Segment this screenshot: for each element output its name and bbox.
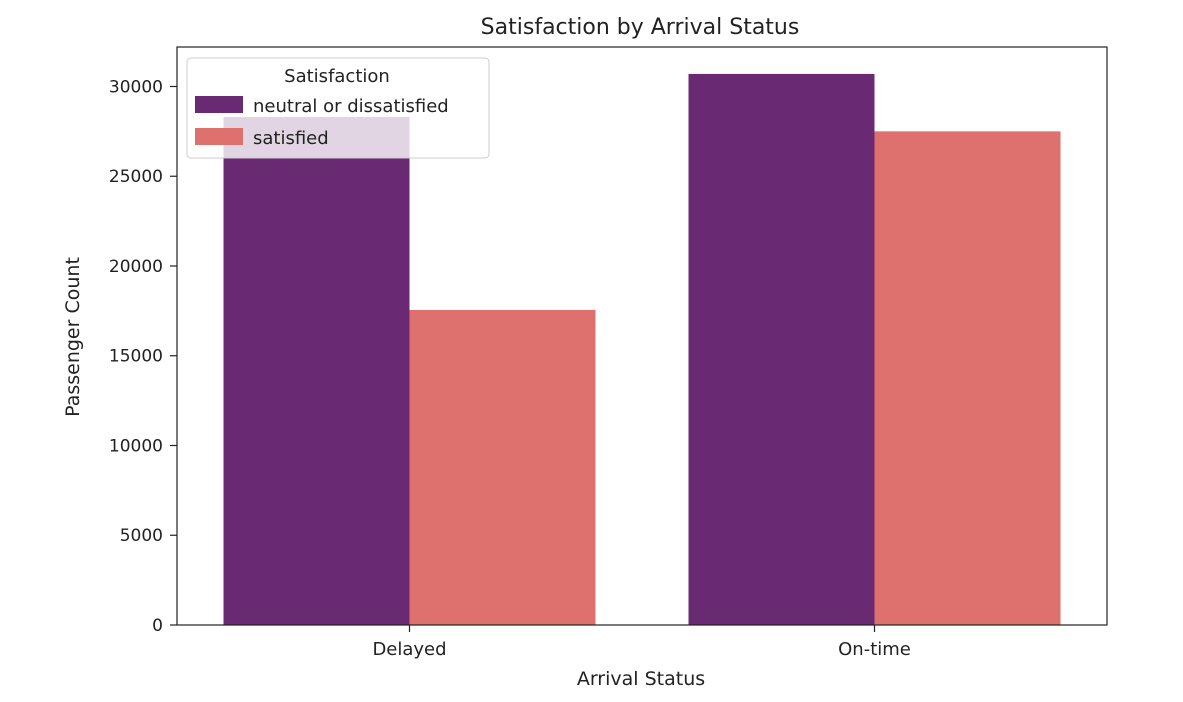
legend: Satisfaction neutral or dissatisfied satis…	[186, 57, 490, 159]
legend-label: satisfied	[253, 128, 329, 149]
x-axis: Delayed On-time	[372, 625, 911, 660]
bar-delayed-neutral-or-dissatisfied	[223, 117, 410, 625]
y-axis: 0 5000 10000 15000 20000 25000 30000	[109, 77, 177, 636]
x-tick-label: On-time	[838, 639, 911, 660]
legend-swatch	[195, 128, 243, 145]
y-tick-label: 10000	[109, 436, 163, 456]
x-tick-label: Delayed	[372, 639, 446, 660]
bar-on-time-neutral-or-dissatisfied	[688, 73, 875, 626]
chart-title: Satisfaction by Arrival Status	[481, 15, 800, 40]
legend-label: neutral or dissatisfied	[253, 96, 449, 117]
legend-title: Satisfaction	[284, 66, 390, 87]
legend-swatch	[195, 96, 243, 113]
plot-frame	[176, 46, 1108, 626]
bars-group	[223, 73, 1061, 626]
y-tick-label: 20000	[109, 257, 163, 277]
bar-on-time-satisfied	[874, 131, 1061, 625]
y-tick-label: 5000	[120, 526, 163, 546]
y-tick-label: 0	[152, 616, 163, 636]
bar-delayed-satisfied	[409, 309, 596, 625]
y-tick-label: 15000	[109, 347, 163, 367]
y-tick-label: 25000	[109, 167, 163, 187]
legend-box	[186, 57, 490, 159]
x-axis-label: Arrival Status	[577, 668, 705, 690]
y-tick-label: 30000	[109, 77, 163, 97]
y-axis-label: Passenger Count	[62, 257, 84, 417]
